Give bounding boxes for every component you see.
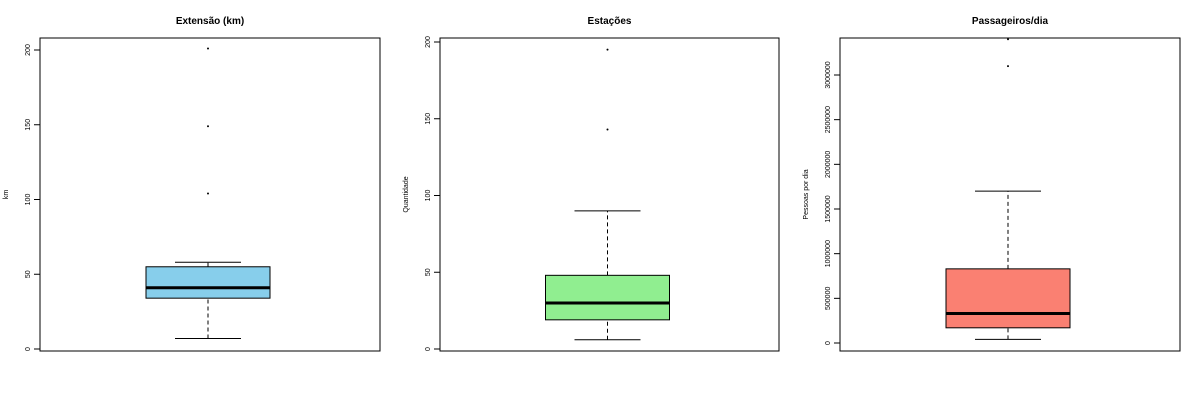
y-tick-label: 1000000	[825, 240, 832, 267]
boxplot-panel: Passageiros/dia 0 500000 1000000 1500000 2000…	[803, 16, 1181, 352]
y-axis-label: Pessoas por dia	[803, 169, 810, 219]
outlier-point	[606, 128, 609, 131]
y-tick-label: 0	[25, 347, 32, 351]
panel-title: Estações	[588, 16, 632, 27]
y-axis-label: km	[3, 190, 10, 200]
outlier-point	[606, 48, 609, 51]
outlier-point	[207, 125, 209, 128]
y-tick-label: 1500000	[825, 195, 832, 222]
iqr-box	[945, 268, 1071, 329]
y-tick-label: 200	[25, 44, 32, 56]
y-tick-label: 50	[25, 270, 32, 278]
y-tick-label: 100	[425, 190, 432, 202]
y-tick-label: 200	[425, 36, 432, 48]
iqr-box	[545, 274, 670, 321]
y-tick-label: 100	[25, 194, 32, 206]
y-tick-label: 0	[425, 347, 432, 351]
iqr-box	[145, 266, 271, 299]
panel-title: Extensão (km)	[176, 16, 244, 27]
y-tick-label: 2500000	[825, 106, 832, 133]
outlier-point	[1007, 38, 1009, 41]
outlier-point	[1007, 65, 1009, 68]
y-tick-label: 2000000	[825, 151, 832, 178]
y-tick-label: 0	[825, 341, 832, 345]
plot-frame	[439, 37, 780, 352]
y-tick-label: 150	[425, 113, 432, 125]
y-tick-label: 150	[25, 119, 32, 131]
outlier-point	[207, 192, 209, 195]
y-tick-label: 50	[425, 268, 432, 276]
y-axis-label: Quantidade	[403, 176, 410, 212]
plot-frame	[39, 37, 381, 352]
panel-title: Passageiros/dia	[972, 16, 1049, 27]
plot-frame	[839, 37, 1181, 352]
y-tick-label: 3000000	[825, 61, 832, 88]
outlier-point	[207, 47, 209, 50]
boxplot-panel: Extensão (km) 0 50 100 150 200 km	[3, 16, 381, 352]
y-tick-label: 500000	[825, 287, 832, 310]
boxplot-panel: Estações 0 50 100 150 200 Quantidade	[403, 16, 780, 352]
